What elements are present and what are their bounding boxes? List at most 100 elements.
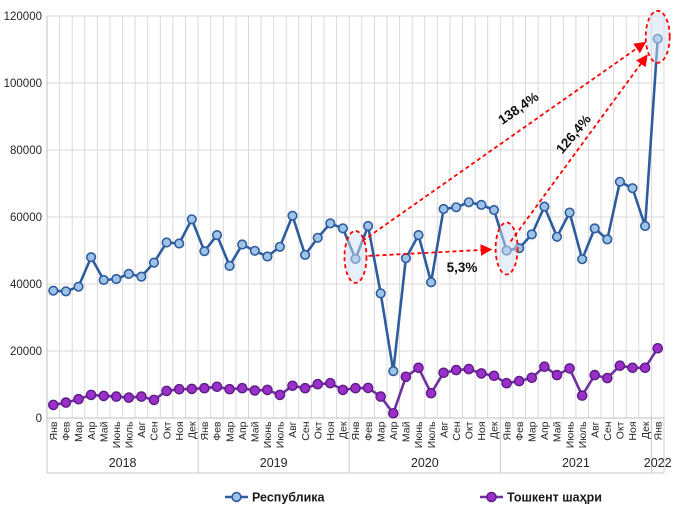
data-point-marker — [111, 273, 122, 285]
data-point-marker — [186, 383, 198, 395]
data-point-marker — [551, 231, 563, 242]
data-point-marker — [262, 384, 273, 396]
y-axis-labels: 0 20000 40000 60000 80000 100000 120000 — [4, 11, 42, 425]
data-point-marker — [476, 368, 487, 379]
data-point-marker — [627, 183, 638, 194]
annotation-arrow — [509, 54, 648, 243]
legend-marker-republic — [231, 491, 242, 503]
data-point-marker — [123, 392, 135, 403]
x-axis-month-label: Сен — [300, 421, 312, 440]
data-point-marker — [526, 372, 538, 384]
data-point-marker — [211, 381, 223, 393]
annotation-ellipse — [494, 221, 519, 276]
annotation-arrow — [361, 41, 647, 242]
x-axis-month-label: Окт — [615, 421, 627, 439]
data-point-marker — [426, 277, 437, 288]
data-point-marker — [589, 369, 601, 381]
data-point-marker — [324, 377, 336, 389]
x-axis-month-labels: Янв Фев Мар Апр Май Июнь Июль Авг Сен Окт Ноя Дек Ян… — [48, 421, 664, 448]
legend-label-republic: Республика — [252, 491, 326, 505]
x-axis-month-label: Авг — [438, 421, 450, 438]
x-axis-month-label: Мар — [224, 421, 236, 442]
x-axis-month-label: Окт — [161, 421, 173, 439]
data-point-marker — [85, 389, 97, 401]
x-axis-month-label: Дек — [338, 421, 350, 439]
legend-label-tashkent: Тошкент шаҳри — [507, 491, 602, 505]
x-axis-month-label: Фев — [514, 421, 526, 441]
x-axis-month-label: Май — [98, 421, 110, 442]
x-axis-month-label: Мар — [73, 421, 85, 442]
x-axis-month-label: Апр — [86, 421, 98, 440]
legend-marker-tashkent — [486, 491, 497, 503]
x-axis-month-label: Сен — [602, 421, 614, 440]
data-point-marker — [488, 204, 500, 216]
x-axis-month-label: Июнь — [111, 421, 123, 448]
data-point-marker — [627, 362, 638, 374]
data-point-marker — [652, 342, 664, 354]
data-point-marker — [224, 383, 235, 395]
x-axis-month-label: Июль — [426, 421, 438, 448]
data-point-marker — [287, 380, 298, 392]
x-axis-month-label: Мар — [375, 421, 387, 442]
data-point-marker — [199, 382, 210, 394]
data-point-marker — [639, 220, 651, 232]
data-point-marker — [60, 286, 72, 297]
x-axis-month-label: Дек — [489, 421, 501, 439]
data-point-marker — [400, 253, 412, 264]
data-point-marker — [501, 377, 512, 389]
y-axis-tick-label: 0 — [36, 413, 42, 425]
data-point-marker — [425, 387, 437, 399]
data-point-marker — [577, 254, 588, 265]
x-axis-year-label: 2020 — [411, 456, 439, 470]
chart-legend: Республика Тошкент шаҳри — [225, 491, 602, 505]
y-axis-tick-label: 80000 — [10, 145, 42, 157]
x-axis-month-label: Фев — [212, 421, 224, 441]
x-axis-month-label: Июнь — [564, 421, 576, 448]
series-republic — [48, 33, 663, 377]
x-axis-month-label: Окт — [312, 421, 324, 439]
data-point-marker — [639, 362, 651, 374]
y-axis-tick-label: 120000 — [4, 11, 42, 23]
data-point-marker — [614, 176, 626, 187]
data-point-marker — [98, 274, 109, 286]
data-point-marker — [48, 285, 59, 296]
annotation-ellipse — [343, 229, 368, 284]
data-point-marker — [438, 367, 449, 379]
data-point-marker — [463, 197, 474, 208]
x-axis-month-label: Дек — [640, 421, 652, 439]
data-point-marker — [363, 220, 374, 232]
data-point-marker — [98, 390, 109, 402]
data-point-marker — [413, 362, 424, 374]
data-point-marker — [513, 375, 525, 387]
x-axis-month-label: Апр — [388, 421, 400, 440]
series-line — [51, 346, 660, 415]
x-axis-year-label: 2021 — [562, 456, 590, 470]
x-axis-month-label: Сен — [451, 421, 463, 440]
data-point-marker — [576, 390, 588, 401]
x-axis-month-label: Май — [401, 421, 413, 442]
data-point-marker — [274, 389, 286, 401]
axes — [46, 16, 665, 474]
x-axis-month-label: Авг — [287, 421, 299, 438]
data-point-marker — [299, 382, 311, 394]
data-point-marker — [111, 391, 122, 402]
data-point-marker — [73, 281, 84, 292]
data-point-marker — [589, 223, 600, 234]
y-axis-tick-label: 20000 — [10, 346, 42, 358]
x-axis-month-label: Июнь — [262, 421, 274, 448]
data-point-marker — [48, 399, 59, 411]
x-axis-year-label: 2019 — [260, 456, 288, 470]
x-axis-month-label: Янв — [652, 421, 664, 440]
x-axis-month-label: Июнь — [413, 421, 425, 448]
data-point-marker — [211, 230, 223, 241]
y-axis-tick-label: 40000 — [10, 279, 42, 291]
data-point-marker — [186, 214, 197, 225]
data-point-marker — [199, 246, 210, 257]
x-axis-year-labels: 2018 2019 2020 2021 2022 — [109, 456, 672, 470]
data-point-marker — [602, 234, 613, 245]
data-point-marker — [148, 394, 160, 406]
data-point-marker — [85, 252, 97, 263]
data-point-marker — [388, 366, 399, 377]
